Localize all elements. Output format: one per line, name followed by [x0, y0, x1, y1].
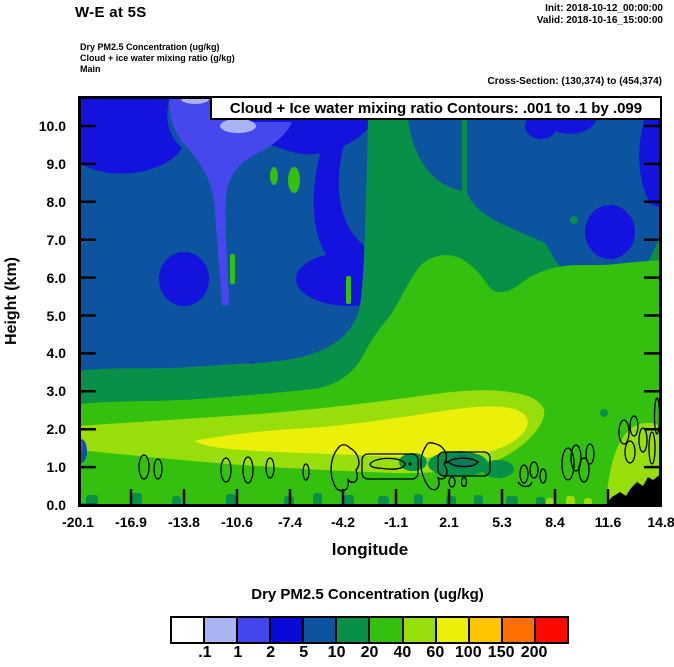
colorbar-boundary-label: 100: [454, 644, 482, 661]
y-axis-title: Height (km): [3, 257, 20, 345]
colorbar-cell: [172, 618, 204, 642]
colorbar-boundary-label: 10: [327, 644, 346, 661]
colorbar-boundary-label: 150: [487, 644, 515, 661]
y-tick-label: 3.0: [46, 383, 66, 400]
x-tick-label: -20.1: [62, 514, 94, 530]
valid-time-label: Valid: 2018-10-16_15:00:00: [536, 15, 663, 26]
init-time-label: Init: 2018-10-12_00:00:00: [545, 3, 663, 14]
colorbar-boundary-label: 200: [520, 644, 548, 661]
colorbar-cell: [533, 618, 567, 642]
y-tick-label: 6.0: [46, 269, 66, 286]
colorbar-cell: [302, 618, 336, 642]
field-line-pm25: Dry PM2.5 Concentration (ug/kg): [80, 42, 220, 52]
x-axis-title: longitude: [331, 540, 409, 559]
colorbar-boundary-label: 40: [393, 644, 412, 661]
y-tick-label: 10.0: [38, 118, 66, 134]
colorbar-boundary-label: 60: [426, 644, 445, 661]
terrain-silhouette: [604, 473, 662, 507]
colorbar-cell: [401, 618, 435, 642]
colorbar-cell: [335, 618, 369, 642]
colorbar-boundary-label: 2: [266, 644, 276, 661]
x-tick-label: 8.4: [545, 514, 565, 530]
x-tick-label: -13.8: [168, 514, 200, 530]
x-tick-label: -7.4: [277, 514, 303, 530]
colorbar-cell: [467, 618, 501, 642]
colorbar-cell: [368, 618, 402, 642]
y-tick-label: 8.0: [46, 193, 66, 210]
colorbar-boundary-label: .1: [198, 644, 212, 661]
x-tick-label: -1.1: [383, 514, 409, 530]
y-tick-label: 7.0: [46, 231, 66, 248]
colorbar-cell: [434, 618, 468, 642]
cross-section-label: Cross-Section: (130,374) to (454,374): [487, 76, 662, 87]
y-tick-label: 0.0: [46, 497, 66, 513]
x-tick-label: 5.3: [492, 514, 512, 530]
x-tick-label: -10.6: [221, 514, 253, 530]
colorbar-boundary-label: 5: [299, 644, 309, 661]
colorbar-boundary-label: 1: [233, 644, 243, 661]
field-line-domain: Main: [80, 64, 101, 74]
y-tick-label: 1.0: [46, 459, 66, 476]
x-tick-label: 2.1: [439, 514, 459, 530]
contour-info-box: Cloud + Ice water mixing ratio Contours:…: [210, 96, 662, 120]
y-tick-label: 9.0: [46, 155, 66, 172]
colorbar-title: Dry PM2.5 Concentration (ug/kg): [251, 586, 484, 603]
field-line-cloudice: Cloud + ice water mixing ratio (g/kg): [80, 53, 235, 63]
y-tick-label: 2.0: [46, 421, 66, 438]
page-title: W-E at 5S: [75, 4, 147, 21]
x-tick-label: 14.8: [647, 514, 674, 530]
colorbar-cell: [236, 618, 270, 642]
colorbar-cell: [500, 618, 534, 642]
cross-section-plot: [78, 96, 662, 507]
y-tick-label: 5.0: [46, 307, 66, 324]
cloud-contour-lines: [138, 397, 661, 492]
colorbar-cell: [269, 618, 303, 642]
model-times: Init: 2018-10-12_00:00:00 Valid: 2018-10…: [537, 3, 663, 27]
colorbar-cell: [203, 618, 237, 642]
field-list: Dry PM2.5 Concentration (ug/kg) Cloud + …: [80, 42, 235, 75]
x-tick-label: 11.6: [594, 514, 622, 530]
x-tick-label: -16.9: [115, 514, 147, 530]
x-tick-label: -4.2: [330, 514, 356, 530]
colorbar-boundary-label: 20: [360, 644, 379, 661]
y-tick-label: 4.0: [46, 345, 66, 362]
colorbar-cells: [170, 616, 569, 644]
